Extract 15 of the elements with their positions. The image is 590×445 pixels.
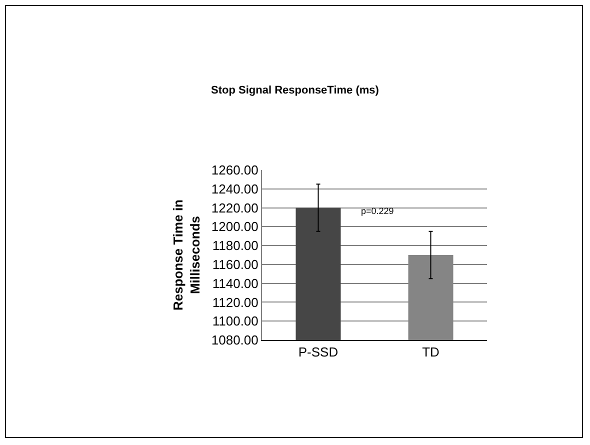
y-tick-label: 1140.00 xyxy=(212,276,258,291)
y-axis-title: Response Time in Milliseconds xyxy=(170,199,202,311)
y-tick-label: 1200.00 xyxy=(211,219,258,234)
x-tick-label: TD xyxy=(422,344,440,360)
y-tick-label: 1260.00 xyxy=(211,162,258,178)
y-tick-label: 1220.00 xyxy=(211,200,258,216)
y-tick-label: 1160.00 xyxy=(212,256,258,272)
annotation: p=0.229 xyxy=(361,206,394,216)
y-tick-label: 1080.00 xyxy=(211,332,258,348)
y-tick-label: 1100.00 xyxy=(212,314,258,329)
x-tick-label: P-SSD xyxy=(298,344,338,360)
y-tick-label: 1240.00 xyxy=(211,181,258,196)
y-tick-label: 1180.00 xyxy=(212,238,258,254)
y-tick-label: 1120.00 xyxy=(212,294,258,310)
chart-title: Stop Signal ResponseTime (ms) xyxy=(211,84,380,96)
